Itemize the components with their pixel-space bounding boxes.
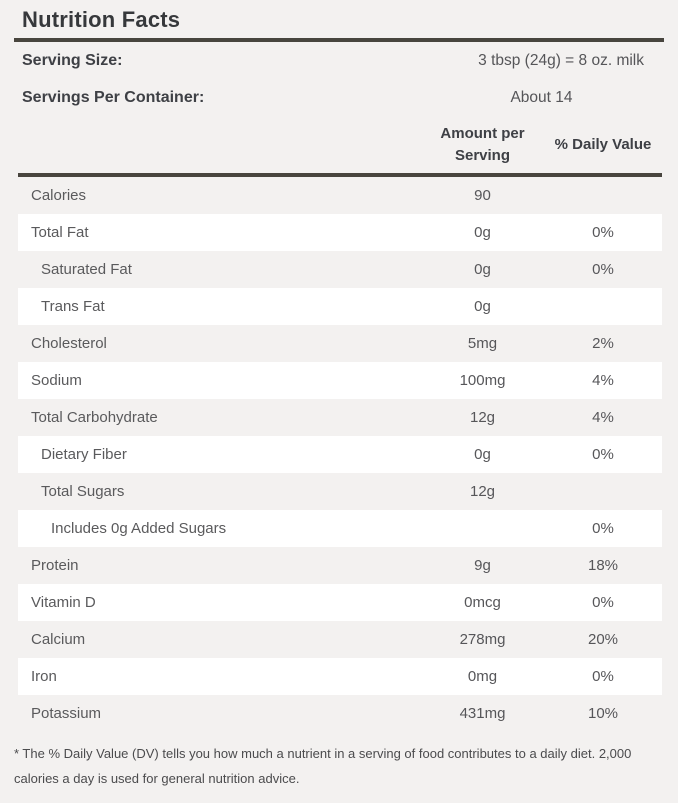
table-row: Total Carbohydrate 12g 4%: [18, 399, 662, 436]
table-row: Potassium 431mg 10%: [18, 695, 662, 732]
nutrient-label: Includes 0g Added Sugars: [51, 520, 227, 537]
nutrient-amount: 100mg: [459, 372, 506, 389]
nutrient-daily-value: 4%: [592, 409, 614, 426]
nutrient-amount: 0mcg: [464, 594, 501, 611]
nutrient-label: Cholesterol: [31, 335, 107, 352]
table-row: Iron 0mg 0%: [18, 658, 662, 695]
table-row: Sodium 100mg 4%: [18, 362, 662, 399]
column-header-daily-value: % Daily Value: [554, 135, 652, 153]
nutrient-daily-value: 18%: [587, 557, 619, 574]
serving-size-label: Serving Size:: [22, 51, 123, 69]
table-row: Includes 0g Added Sugars 0%: [18, 510, 662, 547]
nutrient-amount: 12g: [469, 409, 496, 426]
nutrient-daily-value: 0%: [592, 668, 614, 685]
table-row: Protein 9g 18%: [18, 547, 662, 584]
nutrient-daily-value: 0%: [592, 261, 614, 278]
servings-per-container-label: Servings Per Container:: [22, 88, 205, 106]
nutrient-daily-value: 4%: [592, 372, 614, 389]
table-row: Calcium 278mg 20%: [18, 621, 662, 658]
table-rows: Calories 90 Total Fat 0g 0% Saturated Fa…: [14, 177, 664, 732]
nutrient-label: Calories: [31, 187, 87, 204]
nutrient-label: Calcium: [31, 631, 86, 648]
footnote: * The % Daily Value (DV) tells you how m…: [14, 746, 632, 786]
servings-per-container-value: About 14: [510, 88, 573, 106]
serving-size-value: 3 tbsp (24g) = 8 oz. milk: [478, 51, 644, 69]
nutrient-daily-value: 0%: [592, 520, 614, 537]
nutrient-amount: 278mg: [459, 631, 506, 648]
table-row: Total Fat 0g 0%: [18, 214, 662, 251]
table-header-row: Amount per Serving % Daily Value: [18, 116, 662, 177]
nutrient-daily-value: 20%: [587, 631, 619, 648]
nutrient-amount: 12g: [469, 483, 496, 500]
table-row: Trans Fat 0g: [18, 288, 662, 325]
nutrient-amount: 431mg: [459, 705, 506, 722]
nutrient-amount: 9g: [474, 557, 491, 574]
nutrient-amount: 0g: [474, 446, 491, 463]
table-row: Calories 90: [18, 177, 662, 214]
table-row: Vitamin D 0mcg 0%: [18, 584, 662, 621]
nutrient-label: Sodium: [31, 372, 82, 389]
nutrient-label: Saturated Fat: [41, 261, 132, 278]
table-row: Dietary Fiber 0g 0%: [18, 436, 662, 473]
nutrient-label: Potassium: [31, 705, 102, 722]
nutrient-amount: 0g: [474, 261, 491, 278]
title-divider: [14, 38, 664, 42]
nutrient-label: Total Sugars: [41, 483, 125, 500]
page-title: Nutrition Facts: [22, 7, 181, 32]
nutrient-label: Iron: [31, 668, 57, 685]
nutrient-daily-value: 0%: [592, 594, 614, 611]
nutrient-amount: 0mg: [467, 668, 498, 685]
nutrient-label: Protein: [31, 557, 79, 574]
nutrient-label: Total Fat: [31, 224, 89, 241]
nutrient-label: Total Carbohydrate: [31, 409, 158, 426]
nutrient-daily-value: 2%: [592, 335, 614, 352]
nutrient-amount: 90: [474, 187, 491, 204]
table-row: Saturated Fat 0g 0%: [18, 251, 662, 288]
nutrient-amount: 0g: [474, 224, 491, 241]
nutrient-daily-value: 10%: [587, 705, 619, 722]
table-row: Cholesterol 5mg 2%: [18, 325, 662, 362]
nutrient-amount: 0g: [474, 298, 491, 315]
nutrient-label: Vitamin D: [31, 594, 96, 611]
nutrient-daily-value: 0%: [592, 446, 614, 463]
nutrient-label: Dietary Fiber: [41, 446, 127, 463]
nutrient-amount: 5mg: [467, 335, 498, 352]
table-row: Total Sugars 12g: [18, 473, 662, 510]
nutrient-label: Trans Fat: [41, 298, 105, 315]
nutrient-daily-value: 0%: [592, 224, 614, 241]
column-header-amount-per-serving: Amount per Serving: [440, 124, 525, 164]
serving-size-row: Serving Size: 3 tbsp (24g) = 8 oz. milk: [18, 42, 662, 79]
servings-per-container-row: Servings Per Container: About 14: [18, 79, 662, 116]
